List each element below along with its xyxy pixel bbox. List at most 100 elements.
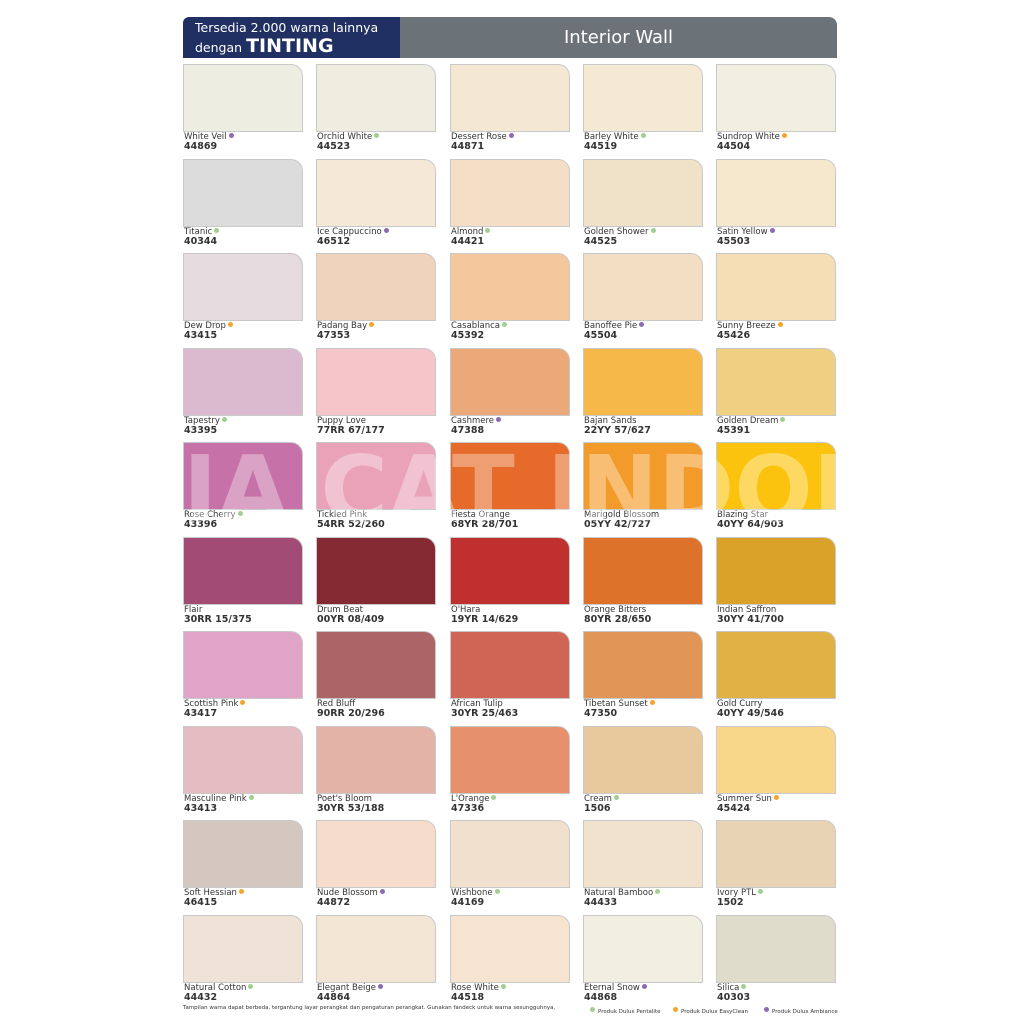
swatch-name: Tickled Pink <box>317 510 367 520</box>
product-dot <box>369 322 375 327</box>
banner-highlight: TINTING <box>246 35 334 57</box>
product-dot <box>238 889 244 894</box>
product-dot <box>248 794 254 800</box>
swatch-name-text: Natural Cotton <box>184 982 247 993</box>
swatch-code: 44169 <box>451 897 485 908</box>
swatch-name: Poet's Bloom <box>317 794 372 804</box>
swatch-code: 44519 <box>584 141 618 152</box>
swatch <box>716 536 836 605</box>
swatch-name: Sundrop White <box>717 132 787 142</box>
swatch-name-text: Tapestry <box>184 415 220 426</box>
swatch-code: 46512 <box>317 235 351 247</box>
swatch <box>583 158 703 227</box>
product-dot <box>758 889 764 894</box>
swatch-name-text: Flair <box>184 604 203 615</box>
swatch-name-text: Silica <box>717 982 740 993</box>
product-dot <box>502 322 508 327</box>
swatch-code: 40YY 64/903 <box>717 519 784 530</box>
swatch-name-text: Indian Saffron <box>717 604 777 615</box>
swatch-name-text: Fiesta Orange <box>451 510 510 520</box>
swatch <box>450 64 570 132</box>
banner-text: dengan <box>195 40 243 55</box>
swatch-name-text: Puppy Love <box>317 415 366 426</box>
swatch <box>316 536 436 605</box>
swatch-code: 47350 <box>584 708 618 719</box>
swatch <box>316 631 436 699</box>
swatch-name-text: Orange Bitters <box>584 604 647 615</box>
product-dot <box>649 700 655 705</box>
swatch-name: Titanic <box>184 227 220 237</box>
swatch-code: 30RR 15/375 <box>184 613 252 625</box>
swatch-name: Silica <box>717 982 747 993</box>
swatch <box>716 158 836 227</box>
product-dot <box>214 227 220 233</box>
product-dot <box>383 227 389 233</box>
swatch <box>583 253 703 321</box>
swatch-name: Summer Sun <box>717 794 779 804</box>
swatch-name: Indian Saffron <box>717 605 776 615</box>
swatch-name-text: Marigold Blossom <box>584 510 660 520</box>
swatch-name: Rose White <box>451 983 506 993</box>
swatch-name: Soft Hessian <box>184 888 244 898</box>
swatch-name-text: Cashmere <box>451 415 495 426</box>
product-dot <box>639 322 645 327</box>
swatch-name-text: Blazing Star <box>717 510 769 520</box>
swatch-name-text: Tibetan Sunset <box>584 699 648 709</box>
swatch-name-text: Poet's Bloom <box>317 793 372 804</box>
swatch-name: Wishbone <box>451 888 500 898</box>
swatch-code: 45391 <box>717 424 751 436</box>
product-dot <box>491 794 497 800</box>
swatch-code: 45503 <box>717 235 751 247</box>
swatch <box>183 725 303 794</box>
swatch-name: Satin Yellow <box>717 227 775 237</box>
swatch-name: Barley White <box>584 132 646 142</box>
swatch-code: 45504 <box>584 330 618 341</box>
swatch-name-text: Casablanca <box>451 321 501 331</box>
swatch-code: 00YR 08/409 <box>317 613 385 625</box>
product-dot <box>221 416 227 422</box>
swatch <box>316 253 436 321</box>
product-dot <box>500 983 506 989</box>
swatch <box>183 158 303 227</box>
swatch-name-text: Rose White <box>451 982 499 993</box>
swatch-name-text: Padang Bay <box>317 321 368 331</box>
swatch-name-text: Cream <box>584 793 612 804</box>
legend-label: Produk Dulux Ambiance <box>772 1009 838 1015</box>
swatch-name-text: Eternal Snow <box>584 982 640 993</box>
swatch-name-text: Barley White <box>584 132 639 142</box>
product-dot <box>378 983 384 989</box>
swatch-code: 90RR 20/296 <box>317 708 385 719</box>
swatch-name: Padang Bay <box>317 321 375 331</box>
swatch <box>316 64 436 132</box>
swatch-name: Cashmere <box>451 415 502 426</box>
swatch-code: 44871 <box>451 141 485 152</box>
legend-dot <box>673 1007 678 1012</box>
swatch-name: Dessert Rose <box>451 132 514 142</box>
swatch-name: Ivory PTL <box>717 888 764 898</box>
swatch-name: Golden Shower <box>584 227 656 237</box>
swatch-name-text: Satin Yellow <box>717 226 768 237</box>
swatch-code: 44432 <box>184 991 218 1003</box>
swatch <box>450 536 570 605</box>
swatch-name-text: Golden Shower <box>584 226 649 237</box>
swatch-name: Gold Curry <box>717 699 762 709</box>
product-dot <box>485 227 491 233</box>
swatch-code: 43396 <box>184 519 218 530</box>
swatch <box>583 536 703 605</box>
swatch-name: Golden Dream <box>717 416 786 426</box>
swatch <box>716 64 836 132</box>
swatch-name: Blazing Star <box>717 510 768 520</box>
swatch-code: 45424 <box>717 802 751 814</box>
swatch <box>450 914 570 983</box>
swatch-code: 68YR 28/701 <box>451 519 519 530</box>
swatch-name: Masculine Pink <box>184 794 254 804</box>
swatch-code: 43415 <box>184 330 218 341</box>
swatch-name: Fiesta Orange <box>451 510 510 520</box>
product-dot <box>379 889 385 894</box>
swatch-code: 1506 <box>584 802 611 814</box>
swatch-name: Puppy Love <box>317 416 366 426</box>
swatch <box>450 631 570 699</box>
swatch-code: 30YY 41/700 <box>717 613 784 625</box>
swatch <box>450 725 570 794</box>
